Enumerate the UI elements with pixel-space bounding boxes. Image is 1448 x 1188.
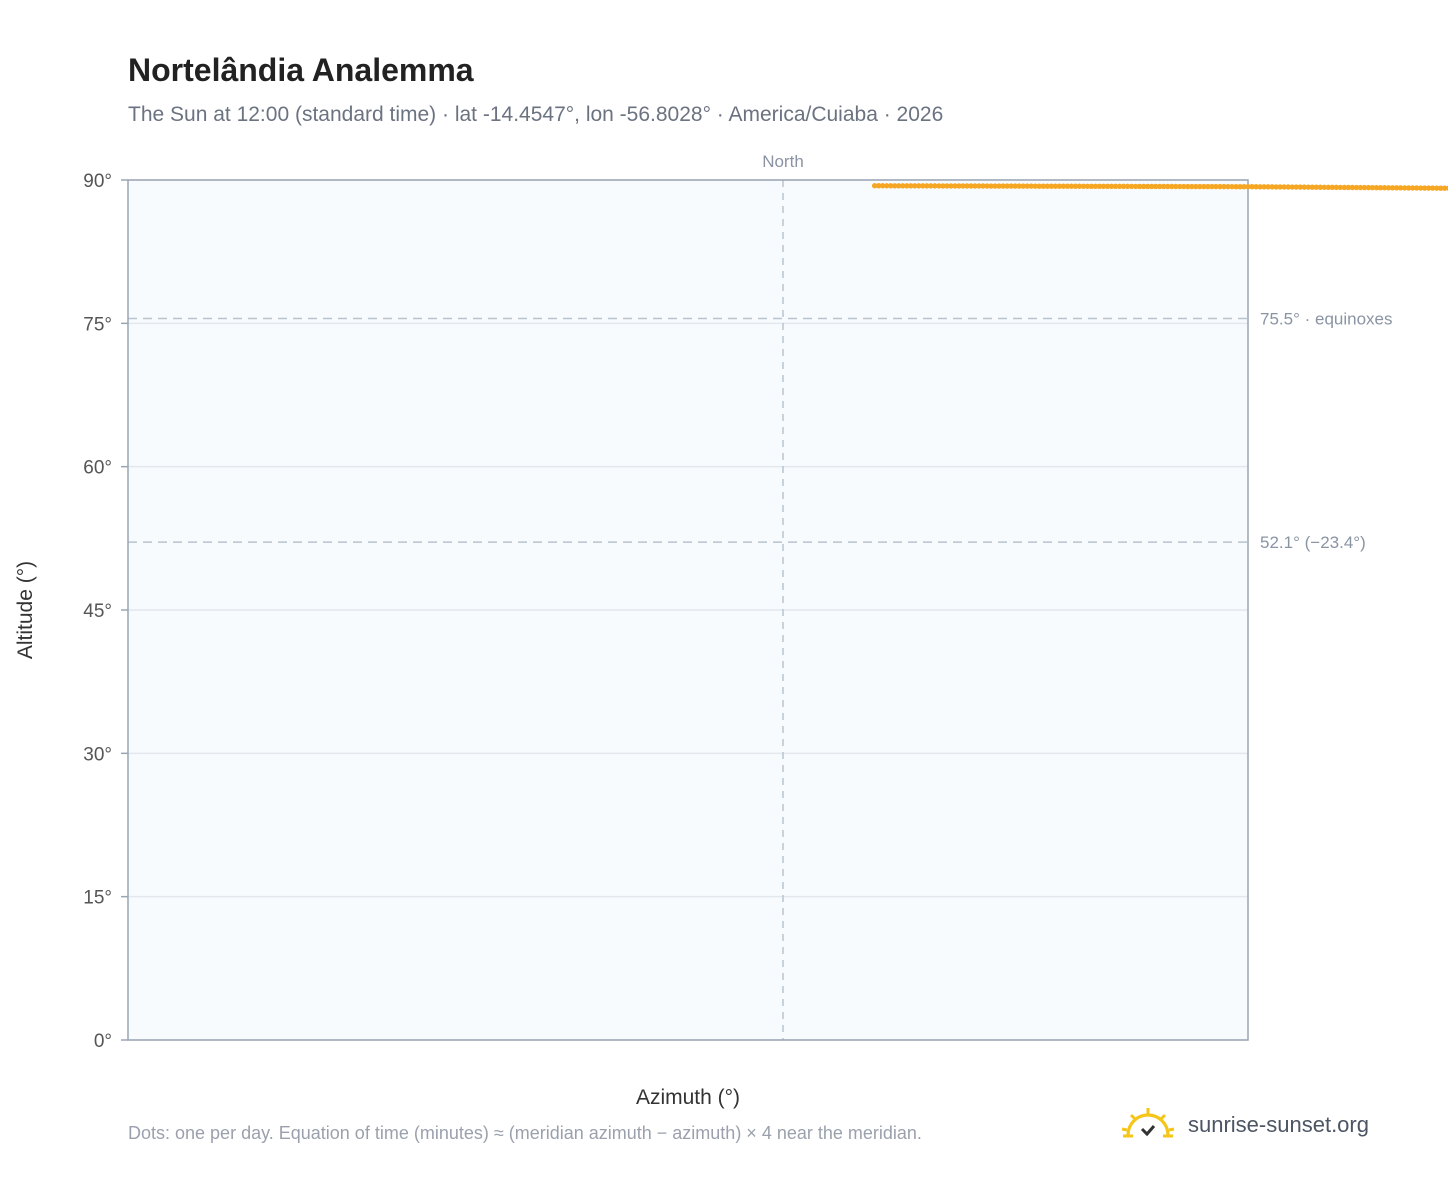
x-axis-label: Azimuth (°) xyxy=(636,1086,740,1109)
y-tick-label: 60° xyxy=(83,458,112,479)
y-tick-label: 45° xyxy=(83,601,112,622)
north-label: North xyxy=(762,152,804,171)
reference-line-label: 52.1° (−23.4°) xyxy=(1260,533,1366,552)
y-axis-label: Altitude (°) xyxy=(14,561,37,659)
reference-line-label: 75.5° · equinoxes xyxy=(1260,310,1393,329)
y-tick-label: 15° xyxy=(83,888,112,909)
y-tick-label: 30° xyxy=(83,744,112,765)
y-tick-label: 90° xyxy=(83,171,112,192)
y-tick-label: 75° xyxy=(83,314,112,335)
y-tick-label: 0° xyxy=(94,1031,112,1052)
